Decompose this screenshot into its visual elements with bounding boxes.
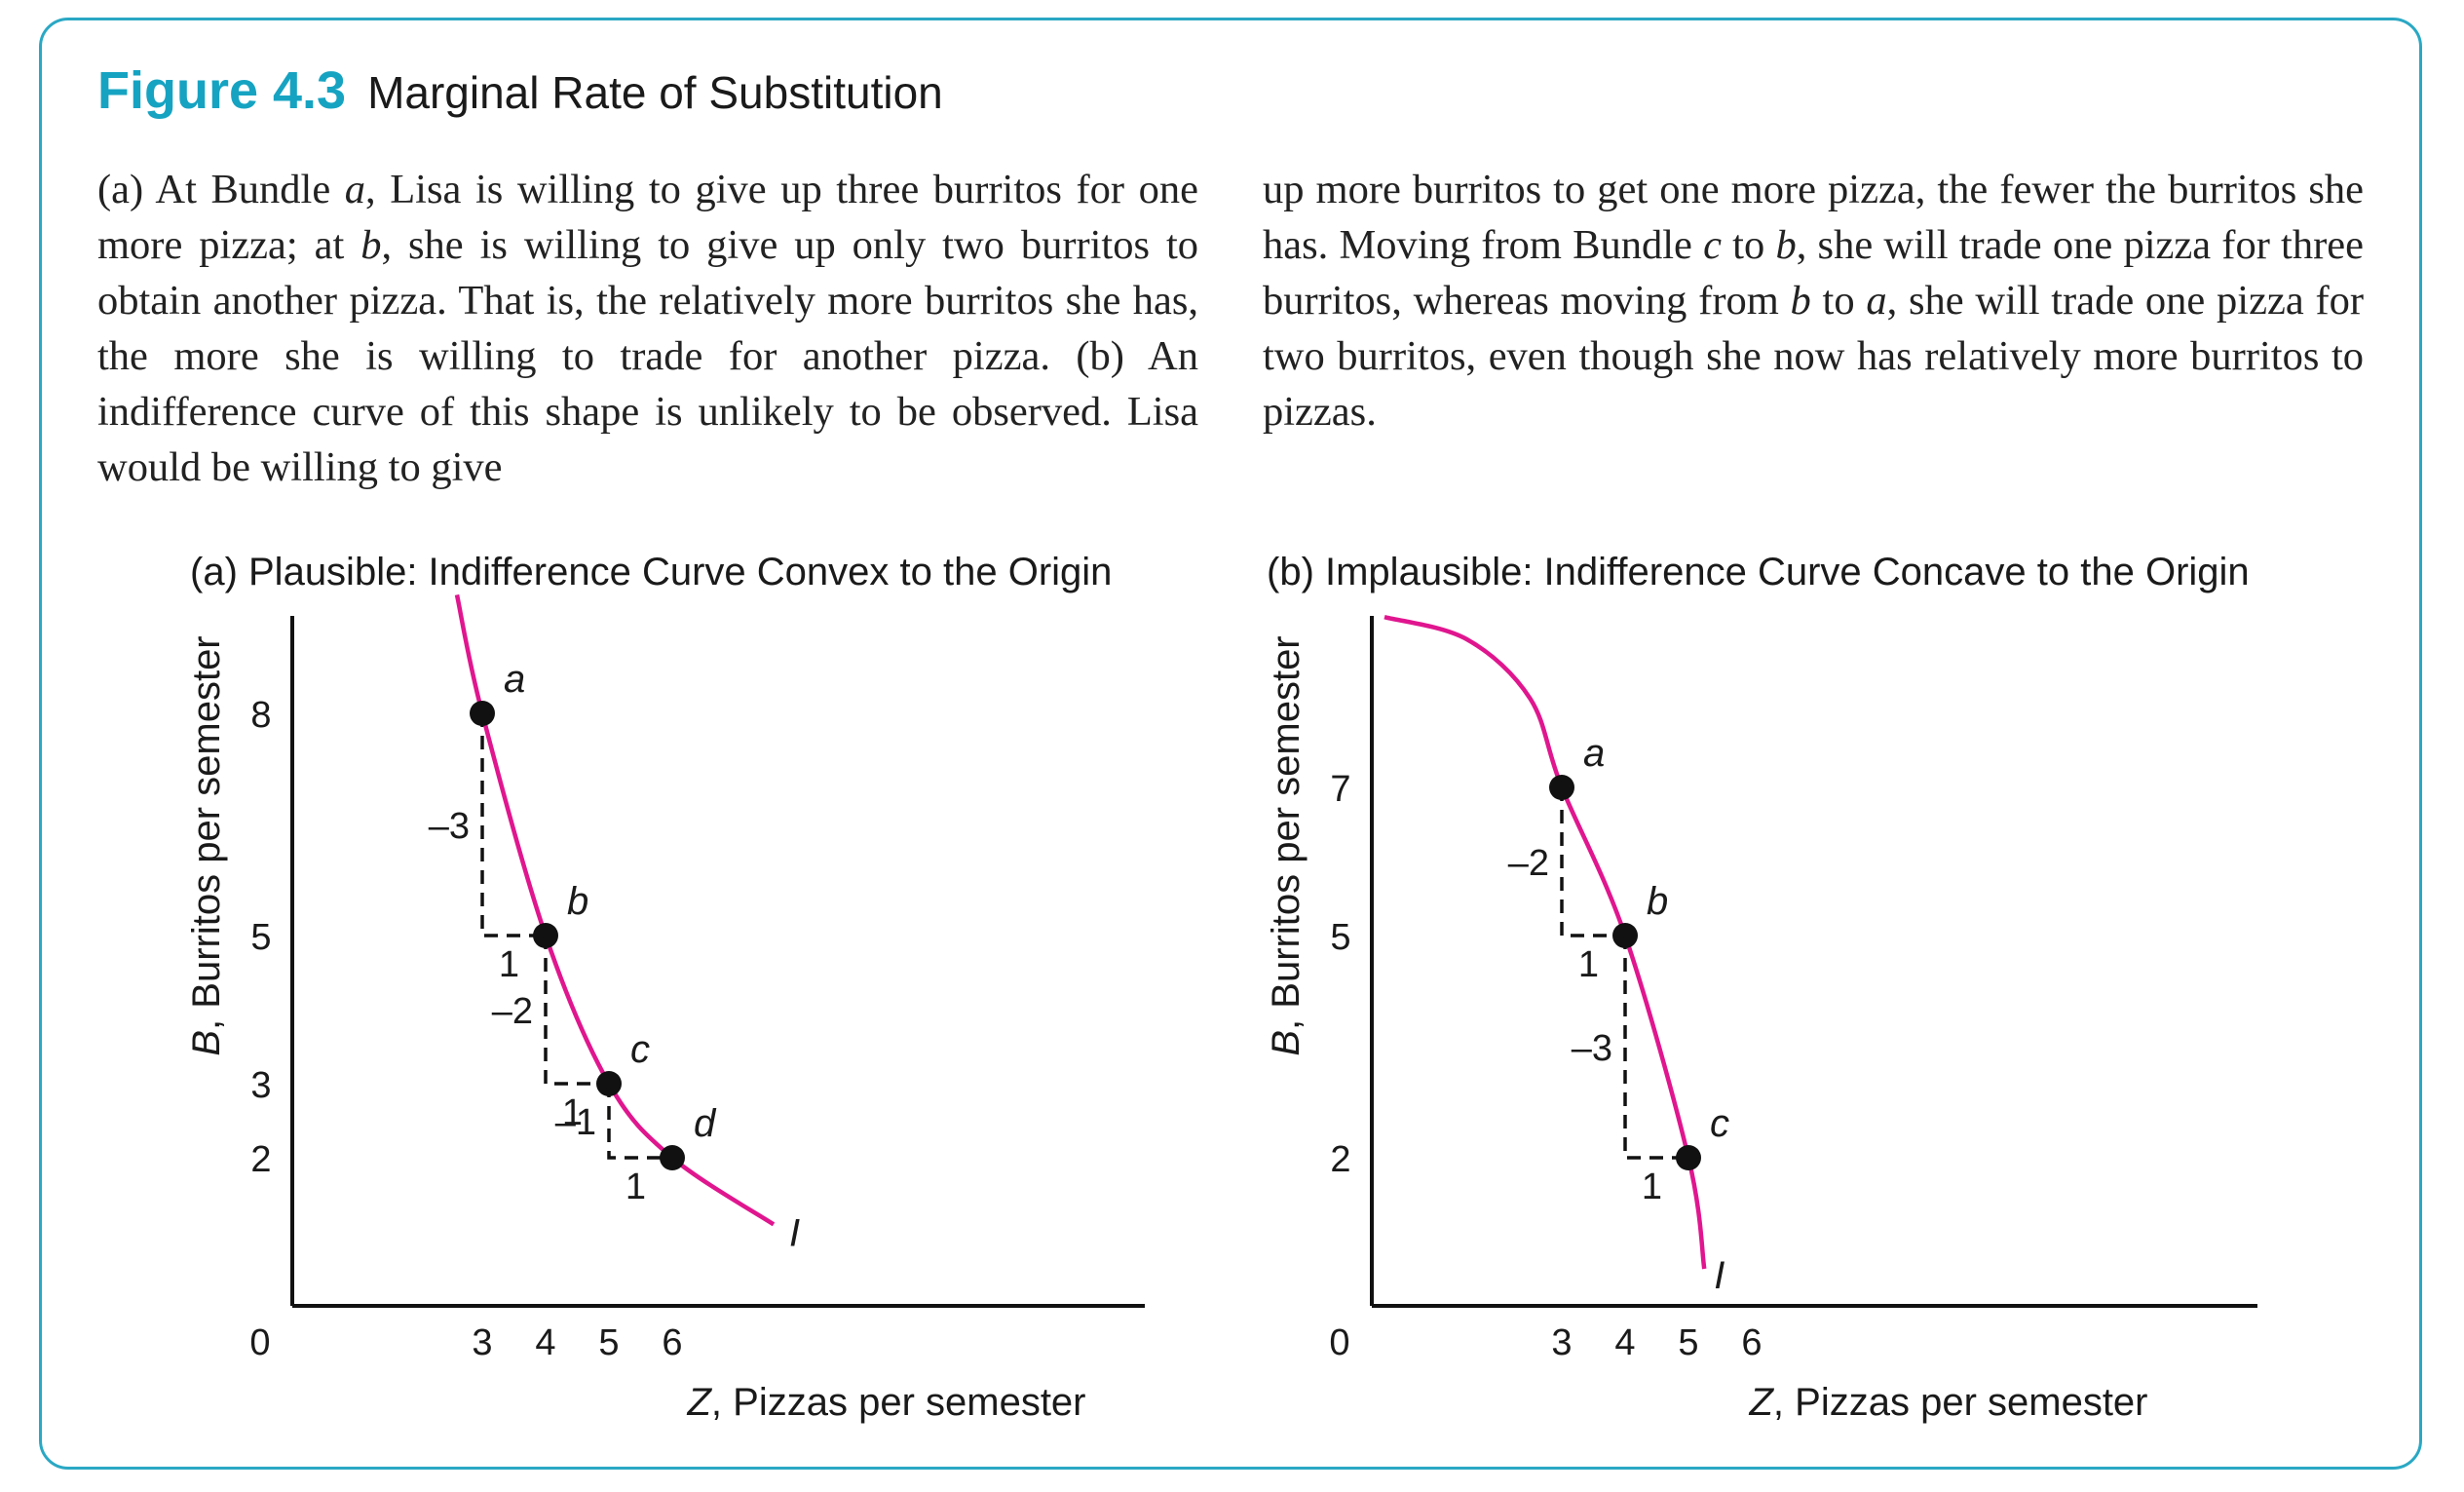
caption-right-column: up more burritos to get one more pizza, … [1263,167,2365,435]
origin-label: 0 [249,1322,270,1363]
y-axis-label: B, Burritos per semester [1265,635,1308,1055]
step-dashed-line [1623,936,1688,1160]
curve-label: I [789,1211,800,1254]
chart-panel-b: (b) Implausible: Indifference Curve Conc… [1265,551,2257,1424]
x-tick-label: 6 [1741,1322,1762,1363]
caption-left-column: (a) At Bundle a, Lisa is willing to give… [97,167,1199,490]
step-dx-label: 1 [499,944,519,985]
x-tick-label: 3 [1551,1322,1572,1363]
figure-number: Figure 4.3 [97,61,347,120]
figure-heading: Figure 4.3 Marginal Rate of Substitution [97,60,943,121]
y-tick-label: 2 [250,1139,271,1180]
x-tick-label: 5 [1678,1322,1698,1363]
step-dashed-line [1560,787,1625,937]
step-dy-label: –2 [1508,843,1549,884]
x-tick-label: 4 [1614,1322,1635,1363]
bundle-point-c [1676,1145,1701,1170]
step-dx-label: 1 [1578,944,1599,985]
bundle-label: c [1710,1102,1729,1145]
bundle-label: a [504,658,525,701]
x-tick-label: 4 [535,1322,555,1363]
x-tick-label: 5 [598,1322,619,1363]
bundle-point-d [660,1145,685,1170]
y-tick-label: 5 [250,917,271,958]
step-dx-label: 1 [1642,1167,1662,1207]
bundle-label: c [630,1028,650,1071]
step-dy-label: –3 [1572,1028,1612,1069]
step-dx-label: 1 [562,1092,583,1133]
bundle-label: a [1583,732,1605,775]
bundle-point-c [596,1071,622,1096]
bundle-label: b [567,880,588,923]
origin-label: 0 [1329,1322,1349,1363]
x-tick-label: 3 [472,1322,492,1363]
y-tick-label: 3 [250,1065,271,1106]
y-tick-label: 2 [1330,1139,1350,1180]
bundle-point-b [1612,923,1638,948]
figure-frame [39,18,2422,1470]
y-tick-label: 8 [250,695,271,736]
step-dy-label: –1 [555,1102,596,1143]
y-axis-label: B, Burritos per semester [185,635,228,1055]
figure-title: Marginal Rate of Substitution [367,67,943,118]
bundle-point-a [1549,775,1574,800]
step-dashed-line [607,1084,672,1160]
chart-title: (b) Implausible: Indifference Curve Conc… [1267,551,2250,593]
y-tick-label: 7 [1330,769,1350,810]
step-dx-label: 1 [625,1167,646,1207]
bundle-point-b [533,923,558,948]
step-dashed-line [544,936,609,1086]
chart-title: (a) Plausible: Indifference Curve Convex… [190,551,1112,593]
bundle-point-a [470,701,495,726]
bundle-label: b [1647,880,1668,923]
chart-panel-a: (a) Plausible: Indifference Curve Convex… [185,551,1145,1424]
step-dy-label: –3 [429,806,470,847]
x-axis-label: Z, Pizzas per semester [1748,1381,2147,1424]
step-dy-label: –2 [492,991,533,1032]
curve-label: I [1714,1254,1725,1297]
step-dashed-line [480,713,546,937]
y-tick-label: 5 [1330,917,1350,958]
x-tick-label: 6 [662,1322,682,1363]
bundle-label: d [694,1102,717,1145]
x-axis-label: Z, Pizzas per semester [686,1381,1085,1424]
